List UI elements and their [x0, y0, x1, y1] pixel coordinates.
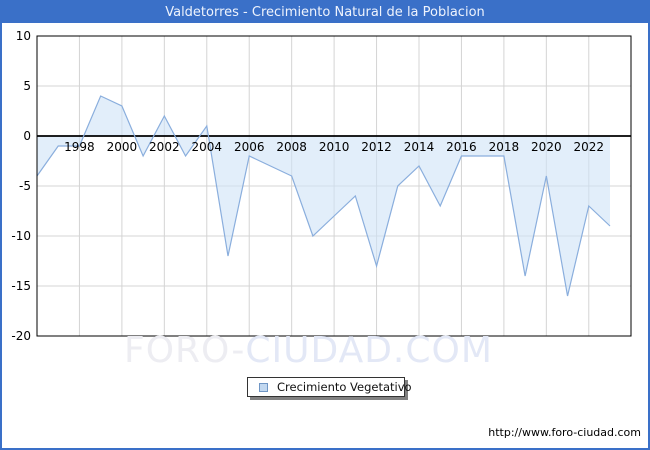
- svg-text:2000: 2000: [107, 140, 138, 154]
- legend-swatch-icon: [259, 382, 268, 392]
- svg-text:1998: 1998: [64, 140, 95, 154]
- svg-text:-10: -10: [11, 229, 31, 243]
- svg-text:-20: -20: [11, 329, 31, 343]
- svg-text:2018: 2018: [489, 140, 520, 154]
- svg-text:2004: 2004: [192, 140, 223, 154]
- svg-text:0: 0: [23, 129, 31, 143]
- svg-text:-15: -15: [11, 279, 31, 293]
- svg-text:2010: 2010: [319, 140, 350, 154]
- svg-text:2022: 2022: [574, 140, 605, 154]
- svg-text:2016: 2016: [446, 140, 477, 154]
- svg-text:2006: 2006: [234, 140, 265, 154]
- legend-label: Crecimiento Vegetativo: [277, 380, 412, 394]
- svg-text:2002: 2002: [149, 140, 180, 154]
- chart-title-bar: Valdetorres - Crecimiento Natural de la …: [2, 2, 648, 23]
- legend-box: Crecimiento Vegetativo: [247, 377, 412, 397]
- svg-text:2012: 2012: [361, 140, 392, 154]
- svg-text:10: 10: [16, 29, 31, 43]
- svg-text:2014: 2014: [404, 140, 435, 154]
- svg-text:-5: -5: [19, 179, 31, 193]
- svg-text:5: 5: [23, 79, 31, 93]
- svg-text:2020: 2020: [531, 140, 562, 154]
- footer-url-link[interactable]: http://www.foro-ciudad.com: [488, 426, 641, 439]
- svg-text:2008: 2008: [276, 140, 307, 154]
